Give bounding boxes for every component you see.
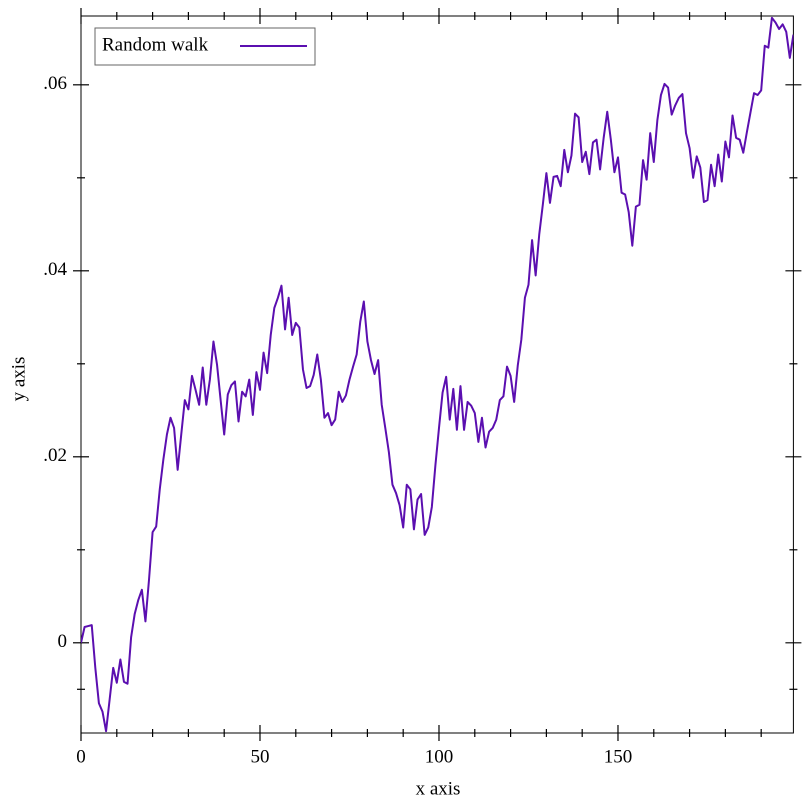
legend-label: Random walk: [102, 34, 209, 55]
x-tick-label: 0: [76, 746, 86, 767]
plot-frame: [80, 15, 794, 734]
x-tick-label: 150: [604, 746, 633, 767]
y-axis-label: y axis: [8, 357, 29, 402]
y-tick-label: .04: [43, 259, 67, 280]
x-axis-label: x axis: [416, 778, 461, 799]
x-tick-label: 100: [425, 746, 454, 767]
line-series: [81, 16, 794, 733]
x-tick-label: 50: [250, 746, 269, 767]
y-tick-label: .02: [43, 445, 67, 466]
y-tick-label: .06: [43, 73, 67, 94]
y-tick-label: 0: [58, 631, 68, 652]
